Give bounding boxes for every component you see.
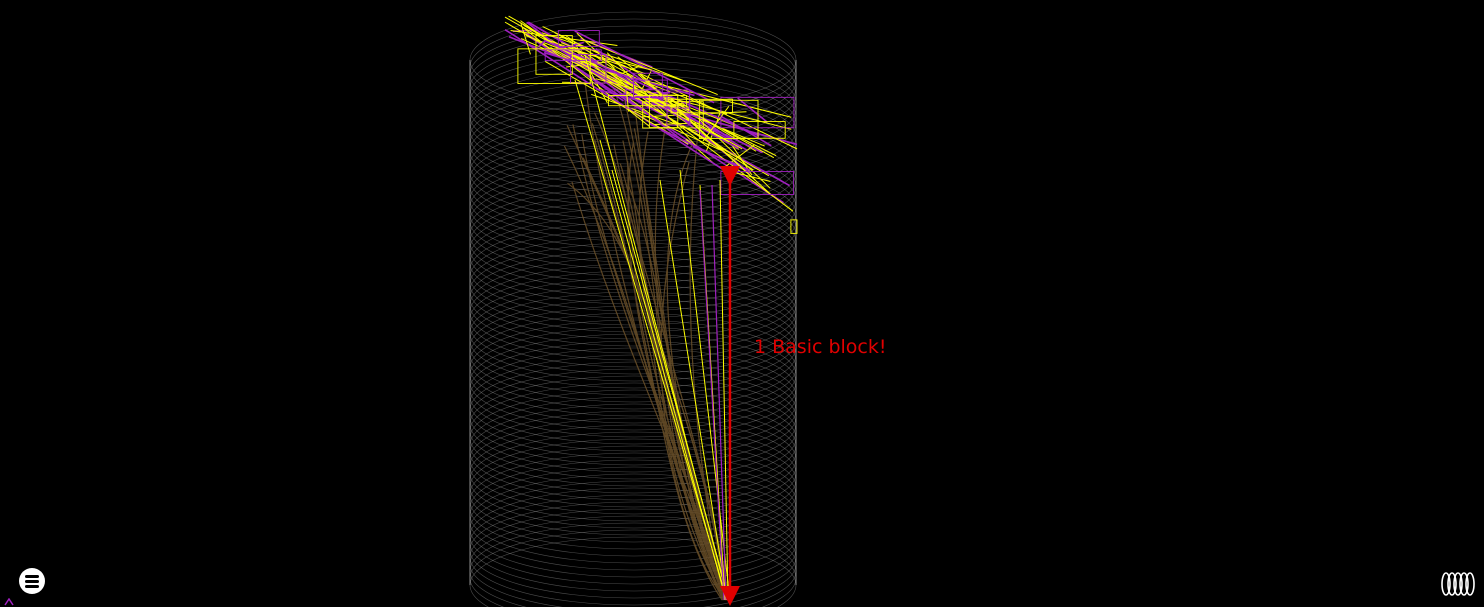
cylinder-ring	[469, 375, 797, 473]
cluster-trace-line	[542, 26, 798, 150]
cluster-trace-line	[660, 94, 775, 159]
cluster-trace-line	[595, 78, 792, 130]
cylinder-ring	[469, 431, 797, 529]
cluster-trace-box	[648, 94, 679, 129]
cluster-trace-line	[685, 138, 714, 163]
cylinder-ring	[469, 438, 797, 536]
cylinder-ring	[469, 501, 797, 599]
cylinder-ring	[469, 249, 797, 347]
brown-trace-curve	[638, 131, 723, 601]
cluster-trace-line	[639, 92, 765, 147]
cylinder-ring	[469, 494, 797, 592]
cluster-trace-box	[535, 35, 573, 75]
cluster-trace-line	[543, 39, 760, 137]
cluster-trace-box	[557, 30, 600, 47]
cylinder-ring	[469, 403, 797, 501]
cylinder-ring	[469, 354, 797, 452]
menu-button[interactable]	[19, 568, 45, 594]
spring-view-button[interactable]	[1440, 570, 1476, 598]
cluster-trace-line	[572, 47, 629, 94]
cylinder-ring	[469, 291, 797, 389]
cylinder-ring	[469, 515, 797, 607]
cluster-trace-box	[698, 99, 759, 139]
cylinder-ring	[469, 536, 797, 607]
brown-trace-curve	[660, 162, 726, 601]
cylinder-ring	[469, 424, 797, 522]
cluster-trace-box	[670, 98, 733, 114]
brown-trace-curve	[619, 163, 724, 601]
cluster-trace-line	[504, 21, 770, 177]
cylinder-ring	[469, 368, 797, 466]
cluster-trace-box	[607, 95, 687, 107]
cylinder-ring	[469, 347, 797, 445]
basic-block-annotation: 1 Basic block!	[754, 336, 887, 358]
cylinder-ring	[469, 459, 797, 557]
cluster-trace-line	[504, 28, 727, 173]
cylinder-ring	[469, 214, 797, 312]
cylinder-ring	[469, 522, 797, 607]
cluster-trace-line	[737, 97, 768, 123]
cylinder-ring	[469, 396, 797, 494]
cluster-trace-line	[606, 52, 698, 148]
cylinder-ring	[469, 466, 797, 564]
cylinder-ring	[469, 417, 797, 515]
cylinder-ring	[469, 186, 797, 284]
cluster-trace-box	[666, 91, 691, 126]
cylinder-ring	[469, 473, 797, 571]
brown-trace-curve	[628, 186, 729, 601]
top-trace-cluster	[504, 15, 798, 234]
cylinder-ring	[469, 326, 797, 424]
cluster-trace-line	[595, 88, 798, 146]
cluster-trace-box	[570, 54, 607, 84]
cylinder-ring	[469, 410, 797, 508]
cylinder-outline	[469, 60, 797, 585]
cluster-trace-line	[678, 99, 771, 189]
cylinder-ring	[469, 382, 797, 480]
corner-axis-mark	[4, 598, 14, 606]
cluster-trace-line	[527, 21, 749, 152]
cylinder-ring	[469, 298, 797, 396]
cylinder-ring	[469, 361, 797, 459]
annotation-label: 1 Basic block!	[754, 336, 887, 358]
cluster-trace-box	[633, 79, 668, 98]
cluster-trace-box	[544, 49, 602, 62]
cluster-trace-box	[733, 121, 786, 139]
cluster-trace-line	[576, 32, 615, 69]
cylinder-ring	[469, 445, 797, 543]
cluster-trace-box	[517, 48, 591, 85]
cluster-trace-line	[574, 30, 715, 104]
cylinder-ring	[469, 284, 797, 382]
cluster-trace-line	[648, 122, 743, 170]
cylinder-ring	[469, 333, 797, 431]
cylinder-ring	[469, 508, 797, 606]
cylinder-ring	[469, 389, 797, 487]
cluster-trace-box	[790, 219, 798, 234]
cluster-trace-line	[722, 144, 755, 169]
cluster-trace-line	[567, 48, 653, 71]
cylinder-ring	[469, 137, 797, 235]
brown-trace-curve	[563, 145, 727, 601]
cylinder-ring	[469, 487, 797, 585]
cylinder-ring	[469, 452, 797, 550]
spring-coil-icon	[1441, 572, 1475, 596]
cylinder-ring	[469, 480, 797, 578]
cylinder-ring	[469, 529, 797, 607]
cluster-trace-line	[586, 40, 718, 96]
cluster-trace-line	[637, 73, 771, 195]
